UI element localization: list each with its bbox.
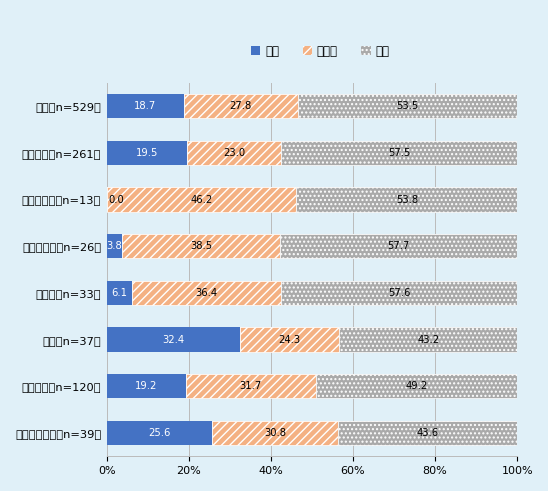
Bar [107, 234, 122, 258]
Text: 36.4: 36.4 [196, 288, 218, 298]
Bar [316, 374, 518, 398]
Bar [240, 327, 340, 352]
Bar [107, 421, 212, 445]
Text: 19.2: 19.2 [135, 381, 157, 391]
Bar [107, 374, 186, 398]
Bar [281, 234, 517, 258]
Text: 6.1: 6.1 [111, 288, 127, 298]
Text: 49.2: 49.2 [406, 381, 428, 391]
Bar [107, 141, 187, 165]
Bar [107, 188, 517, 212]
Text: 38.5: 38.5 [190, 241, 213, 251]
Bar [107, 94, 517, 118]
Bar [122, 234, 281, 258]
Text: 32.4: 32.4 [162, 334, 184, 345]
Bar [107, 281, 132, 305]
Bar [187, 141, 281, 165]
Bar [186, 374, 316, 398]
Bar [107, 141, 517, 165]
Bar [107, 327, 240, 352]
Text: 30.8: 30.8 [264, 428, 286, 438]
Legend: 改善, 横ばい, 悪化: 改善, 横ばい, 悪化 [246, 40, 395, 62]
Bar [296, 188, 517, 212]
Bar [184, 94, 298, 118]
Text: 19.5: 19.5 [136, 148, 158, 158]
Bar [107, 421, 517, 445]
Text: 43.2: 43.2 [417, 334, 439, 345]
Text: 23.0: 23.0 [223, 148, 245, 158]
Bar [338, 421, 517, 445]
Text: 24.3: 24.3 [278, 334, 301, 345]
Bar [281, 141, 517, 165]
Bar [298, 94, 517, 118]
Bar [107, 281, 517, 305]
Bar [281, 281, 518, 305]
Text: 43.6: 43.6 [416, 428, 439, 438]
Bar [340, 327, 517, 352]
Bar [132, 281, 281, 305]
Text: 0.0: 0.0 [108, 194, 124, 205]
Bar [107, 374, 517, 398]
Text: 57.5: 57.5 [388, 148, 410, 158]
Bar [212, 421, 338, 445]
Bar [107, 327, 517, 352]
Text: 53.8: 53.8 [396, 194, 418, 205]
Bar [107, 94, 184, 118]
Bar [107, 188, 296, 212]
Text: 57.7: 57.7 [387, 241, 410, 251]
Text: 46.2: 46.2 [191, 194, 213, 205]
Text: 27.8: 27.8 [230, 101, 252, 111]
Text: 25.6: 25.6 [148, 428, 170, 438]
Text: 31.7: 31.7 [239, 381, 262, 391]
Text: 3.8: 3.8 [107, 241, 122, 251]
Text: 57.6: 57.6 [388, 288, 410, 298]
Text: 53.5: 53.5 [396, 101, 419, 111]
Bar [107, 234, 517, 258]
Text: 18.7: 18.7 [134, 101, 156, 111]
